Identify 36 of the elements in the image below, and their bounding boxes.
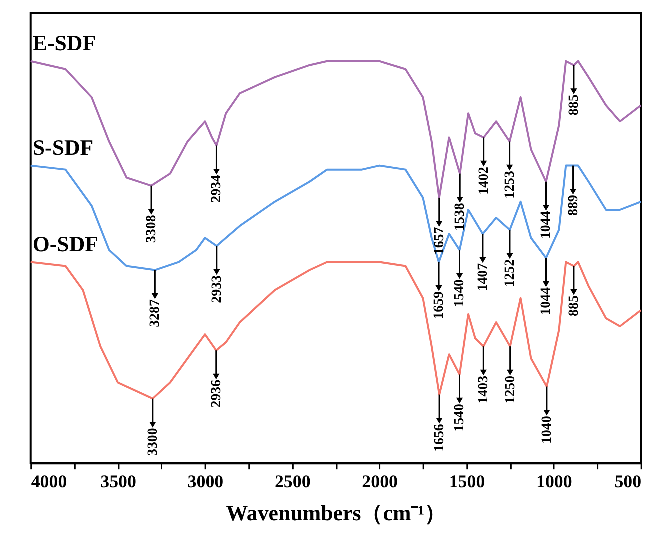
annotation: 889 (566, 195, 582, 216)
x-tick-label: 4000 (31, 471, 68, 492)
x-axis-title: Wavenumbers（cm⁻¹） (226, 500, 447, 526)
series-label: S-SDF (32, 134, 94, 160)
x-tick-label: 3000 (188, 471, 224, 492)
x-tick-label: 1000 (536, 471, 572, 492)
x-tick-label: 3500 (100, 471, 136, 492)
annotation: 1044 (539, 287, 554, 316)
annotation: 1659 (432, 292, 447, 320)
annotation: 885 (566, 94, 582, 116)
annotation: 1044 (539, 211, 554, 240)
annotation: 3287 (148, 300, 164, 328)
annotation: 1250 (503, 376, 518, 404)
annotation: 3300 (146, 428, 161, 456)
annotation: 1540 (452, 279, 468, 308)
annotation: 1657 (432, 227, 448, 256)
annotation: 3308 (144, 215, 160, 244)
x-tick-label: 1500 (449, 471, 486, 492)
annotation: 1402 (476, 166, 492, 195)
x-tick-label: 2500 (274, 471, 311, 492)
annotation: 1040 (540, 416, 555, 444)
x-tick-label: 2000 (362, 471, 398, 492)
series-label: E-SDF (32, 30, 96, 56)
annotation: 885 (566, 296, 582, 316)
annotation: 1656 (432, 424, 448, 452)
annotation: 1540 (452, 404, 468, 432)
series-label: O-SDF (32, 231, 99, 256)
x-tick-label: 500 (614, 471, 642, 492)
annotation: 1253 (502, 170, 518, 199)
annotation: 1538 (453, 203, 468, 232)
annotation: 1403 (476, 376, 492, 404)
annotation: 2936 (209, 380, 224, 408)
annotation: 1407 (476, 263, 491, 292)
annotation: 2934 (210, 175, 225, 203)
annotation: 2933 (210, 275, 225, 304)
annotation: 1252 (502, 259, 518, 288)
